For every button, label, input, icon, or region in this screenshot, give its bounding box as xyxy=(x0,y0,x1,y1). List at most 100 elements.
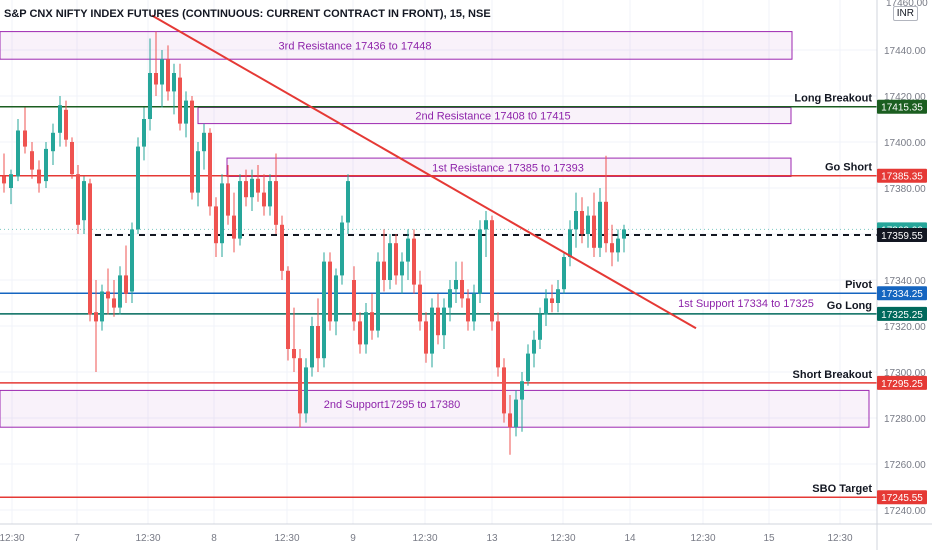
candle-body[interactable] xyxy=(88,183,92,315)
candle-body[interactable] xyxy=(310,326,314,368)
candle-body[interactable] xyxy=(292,349,296,359)
candle-body[interactable] xyxy=(112,298,116,308)
candle-body[interactable] xyxy=(82,181,86,221)
candle-body[interactable] xyxy=(250,178,254,198)
candle-body[interactable] xyxy=(592,215,596,248)
candle-body[interactable] xyxy=(568,229,572,257)
candle-body[interactable] xyxy=(160,59,164,85)
candle-body[interactable] xyxy=(9,174,13,188)
candle-body[interactable] xyxy=(388,243,392,280)
currency-badge[interactable]: INR xyxy=(892,6,918,21)
candle-body[interactable] xyxy=(196,151,200,193)
candle-body[interactable] xyxy=(526,353,530,382)
candle-body[interactable] xyxy=(418,284,422,322)
candle-body[interactable] xyxy=(226,183,230,216)
candle-body[interactable] xyxy=(130,229,134,292)
candle-body[interactable] xyxy=(316,326,320,359)
candle-body[interactable] xyxy=(106,291,110,299)
candle-body[interactable] xyxy=(124,275,128,294)
candle-body[interactable] xyxy=(23,130,27,147)
candle-body[interactable] xyxy=(496,321,500,368)
candle-body[interactable] xyxy=(556,289,560,303)
candle-body[interactable] xyxy=(256,178,260,193)
candle-body[interactable] xyxy=(502,367,506,414)
candle-body[interactable] xyxy=(172,73,176,92)
candle-body[interactable] xyxy=(328,261,332,322)
candle-body[interactable] xyxy=(508,413,512,428)
candle-body[interactable] xyxy=(37,169,41,184)
candle-body[interactable] xyxy=(538,314,542,340)
candle-body[interactable] xyxy=(550,298,554,303)
candle-body[interactable] xyxy=(520,381,524,400)
candle-body[interactable] xyxy=(616,238,620,253)
candle-body[interactable] xyxy=(442,307,446,336)
candle-body[interactable] xyxy=(148,73,152,119)
candle-body[interactable] xyxy=(382,261,386,280)
candle-body[interactable] xyxy=(436,307,440,336)
candle-body[interactable] xyxy=(340,222,344,276)
candle-body[interactable] xyxy=(244,181,248,198)
candle-body[interactable] xyxy=(400,261,404,276)
candle-body[interactable] xyxy=(352,280,356,322)
candle-body[interactable] xyxy=(580,211,584,234)
candle-body[interactable] xyxy=(412,238,416,285)
candle-body[interactable] xyxy=(16,130,20,177)
candle-body[interactable] xyxy=(610,243,614,253)
candle-body[interactable] xyxy=(214,206,218,244)
candle-body[interactable] xyxy=(532,339,536,354)
trendline[interactable] xyxy=(151,14,697,330)
candle-body[interactable] xyxy=(430,307,434,354)
candle-body[interactable] xyxy=(268,181,272,207)
candle-body[interactable] xyxy=(454,280,458,290)
candle-body[interactable] xyxy=(604,201,608,244)
candle-body[interactable] xyxy=(280,224,284,271)
candles[interactable] xyxy=(2,31,626,455)
candle-body[interactable] xyxy=(94,312,98,322)
candle-body[interactable] xyxy=(238,181,242,239)
candle-body[interactable] xyxy=(184,100,188,124)
candle-body[interactable] xyxy=(544,298,548,315)
candle-body[interactable] xyxy=(394,243,398,276)
candle-body[interactable] xyxy=(484,220,488,230)
candle-body[interactable] xyxy=(76,174,80,225)
candle-body[interactable] xyxy=(322,261,326,359)
candle-body[interactable] xyxy=(370,312,374,331)
candle-body[interactable] xyxy=(2,176,6,184)
candle-body[interactable] xyxy=(622,229,626,239)
candle-body[interactable] xyxy=(166,59,170,92)
candle-body[interactable] xyxy=(562,257,566,290)
candle-body[interactable] xyxy=(30,151,34,170)
candle-body[interactable] xyxy=(202,132,206,152)
candle-body[interactable] xyxy=(136,146,140,230)
candle-body[interactable] xyxy=(598,201,602,248)
candle-body[interactable] xyxy=(44,148,48,182)
candle-body[interactable] xyxy=(262,192,266,207)
price-axis[interactable]: 17440.0017420.0017400.0017380.0017360.00… xyxy=(884,46,926,517)
candle-body[interactable] xyxy=(376,261,380,331)
candle-body[interactable] xyxy=(304,367,308,414)
candle-body[interactable] xyxy=(208,132,212,207)
candle-body[interactable] xyxy=(100,291,104,322)
candle-body[interactable] xyxy=(406,238,410,262)
time-axis[interactable]: 12:30 7 12:30 8 12:30 9 12:30 13 12:30 14 12:30 15 1… xyxy=(0,533,853,544)
candle-body[interactable] xyxy=(64,109,68,140)
candle-body[interactable] xyxy=(51,132,55,152)
candle-body[interactable] xyxy=(466,298,470,322)
candle-body[interactable] xyxy=(142,119,146,147)
candle-body[interactable] xyxy=(472,293,476,322)
candle-body[interactable] xyxy=(424,321,428,354)
candle-body[interactable] xyxy=(154,73,158,85)
candle-body[interactable] xyxy=(58,105,62,133)
candle-body[interactable] xyxy=(364,312,368,345)
candle-body[interactable] xyxy=(334,275,338,322)
candle-body[interactable] xyxy=(220,183,224,244)
candle-body[interactable] xyxy=(490,220,494,322)
candle-body[interactable] xyxy=(70,142,74,175)
candle-body[interactable] xyxy=(514,399,518,428)
trendline-line[interactable] xyxy=(151,14,697,330)
candle-body[interactable] xyxy=(190,100,194,193)
candle-body[interactable] xyxy=(586,215,590,234)
candle-body[interactable] xyxy=(358,321,362,345)
candle-body[interactable] xyxy=(298,358,302,414)
